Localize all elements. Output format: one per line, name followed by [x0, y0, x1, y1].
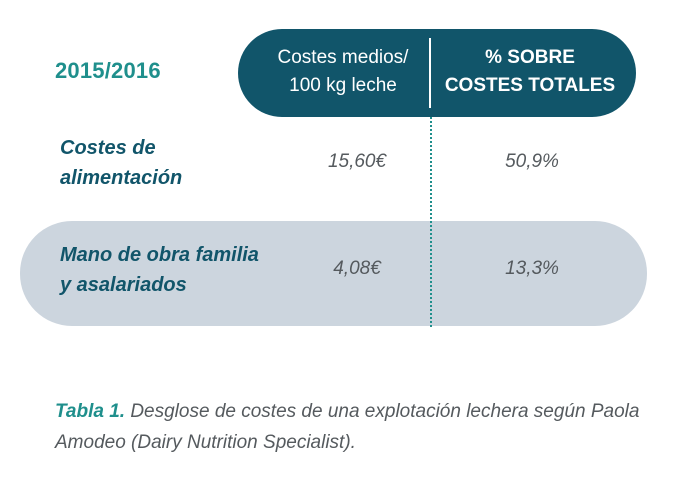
caption-text: Desglose de costes de una explotación le… — [55, 401, 640, 453]
cell-cost: 4,08€ — [333, 258, 381, 279]
row-label-line1: Mano de obra familia — [60, 244, 259, 266]
row-label-line2: y asalariados — [60, 274, 187, 296]
caption-label: Tabla 1. — [55, 401, 126, 422]
table-header-band — [238, 29, 636, 117]
header-avg-cost-line1: Costes medios/ — [277, 47, 409, 68]
header-avg-cost-line2: 100 kg leche — [289, 75, 397, 96]
row-label-line1: Costes de — [60, 137, 156, 159]
table-year: 2015/2016 — [55, 58, 161, 83]
header-divider — [429, 38, 431, 108]
header-percent-line1: % SOBRE — [485, 47, 575, 68]
table-caption: Tabla 1. Desglose de costes de una explo… — [55, 396, 655, 458]
row-label-feed-costs: Costes de alimentación — [60, 133, 182, 193]
cell-percent: 13,3% — [505, 258, 559, 279]
row-label-labor: Mano de obra familia y asalariados — [60, 240, 259, 300]
column-divider-dotted — [430, 117, 432, 327]
cell-cost: 15,60€ — [327, 151, 387, 172]
header-percent-total: % SOBRE COSTES TOTALES — [440, 44, 620, 100]
header-percent-line2: COSTES TOTALES — [444, 75, 616, 96]
table-row-band — [20, 221, 647, 326]
row-label-line2: alimentación — [60, 167, 183, 189]
cell-percent: 50,9% — [505, 151, 559, 172]
header-avg-cost: Costes medios/ 100 kg leche — [268, 44, 418, 100]
